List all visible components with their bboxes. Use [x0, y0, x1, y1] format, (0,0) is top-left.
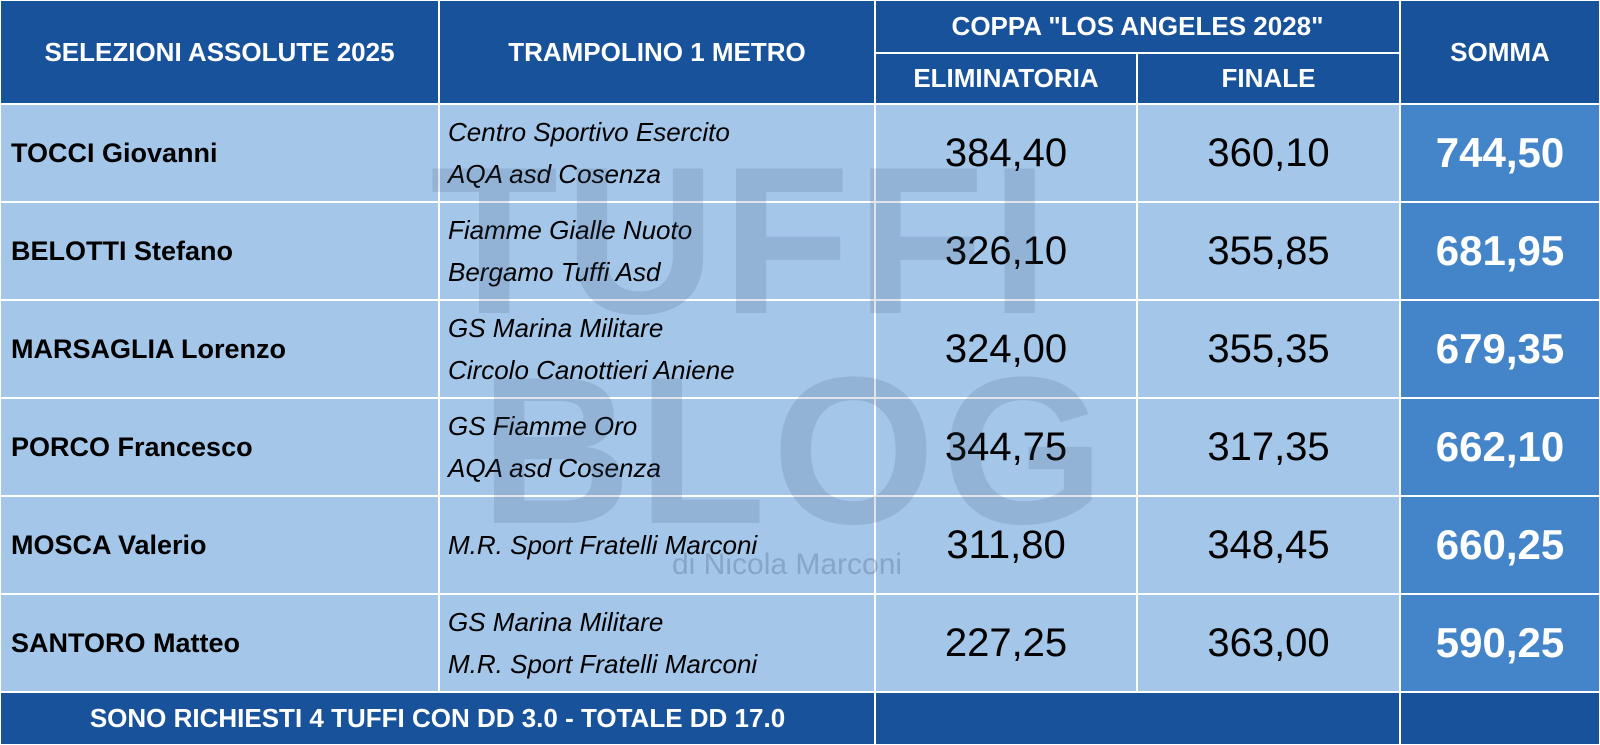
- header-title: SELEZIONI ASSOLUTE 2025: [0, 0, 439, 104]
- score-somma: 681,95: [1400, 202, 1600, 300]
- score-somma: 590,25: [1400, 594, 1600, 692]
- header-finale: FINALE: [1137, 53, 1400, 104]
- club: Centro Sportivo Esercito: [448, 117, 730, 147]
- clubs: GS Fiamme Oro AQA asd Cosenza: [439, 398, 875, 496]
- score-somma: 679,35: [1400, 300, 1600, 398]
- clubs: GS Marina Militare M.R. Sport Fratelli Ma…: [439, 594, 875, 692]
- score-finale: 360,10: [1137, 104, 1400, 202]
- footer-empty: [1400, 692, 1600, 745]
- clubs: Fiamme Gialle Nuoto Bergamo Tuffi Asd: [439, 202, 875, 300]
- score-finale: 355,35: [1137, 300, 1400, 398]
- athlete: BELOTTI Stefano: [0, 202, 439, 300]
- header-cup: COPPA "LOS ANGELES 2028": [875, 0, 1400, 53]
- club: GS Marina Militare: [448, 313, 664, 343]
- score-finale: 348,45: [1137, 496, 1400, 594]
- club: Circolo Canottieri Aniene: [448, 355, 735, 385]
- header-elim: ELIMINATORIA: [875, 53, 1137, 104]
- clubs: Centro Sportivo Esercito AQA asd Cosenza: [439, 104, 875, 202]
- score-somma: 744,50: [1400, 104, 1600, 202]
- header-event: TRAMPOLINO 1 METRO: [439, 0, 875, 104]
- athlete: MOSCA Valerio: [0, 496, 439, 594]
- score-finale: 363,00: [1137, 594, 1400, 692]
- athlete: SANTORO Matteo: [0, 594, 439, 692]
- club: GS Marina Militare: [448, 607, 664, 637]
- score-elim: 326,10: [875, 202, 1137, 300]
- score-finale: 317,35: [1137, 398, 1400, 496]
- score-elim: 311,80: [875, 496, 1137, 594]
- club: M.R. Sport Fratelli Marconi: [448, 530, 758, 560]
- club: GS Fiamme Oro: [448, 411, 638, 441]
- score-elim: 324,00: [875, 300, 1137, 398]
- score-elim: 227,25: [875, 594, 1137, 692]
- club: M.R. Sport Fratelli Marconi: [448, 649, 758, 679]
- score-elim: 344,75: [875, 398, 1137, 496]
- clubs: M.R. Sport Fratelli Marconi: [439, 496, 875, 594]
- club: AQA asd Cosenza: [448, 453, 661, 483]
- club: Fiamme Gialle Nuoto: [448, 215, 693, 245]
- score-somma: 660,25: [1400, 496, 1600, 594]
- clubs: GS Marina Militare Circolo Canottieri Ani…: [439, 300, 875, 398]
- header-somma: SOMMA: [1400, 0, 1600, 104]
- athlete: PORCO Francesco: [0, 398, 439, 496]
- footer-note: SONO RICHIESTI 4 TUFFI CON DD 3.0 - TOTA…: [0, 692, 875, 745]
- club: AQA asd Cosenza: [448, 159, 661, 189]
- footer-empty: [875, 692, 1400, 745]
- score-elim: 384,40: [875, 104, 1137, 202]
- score-somma: 662,10: [1400, 398, 1600, 496]
- athlete: MARSAGLIA Lorenzo: [0, 300, 439, 398]
- club: Bergamo Tuffi Asd: [448, 257, 661, 287]
- score-finale: 355,85: [1137, 202, 1400, 300]
- athlete: TOCCI Giovanni: [0, 104, 439, 202]
